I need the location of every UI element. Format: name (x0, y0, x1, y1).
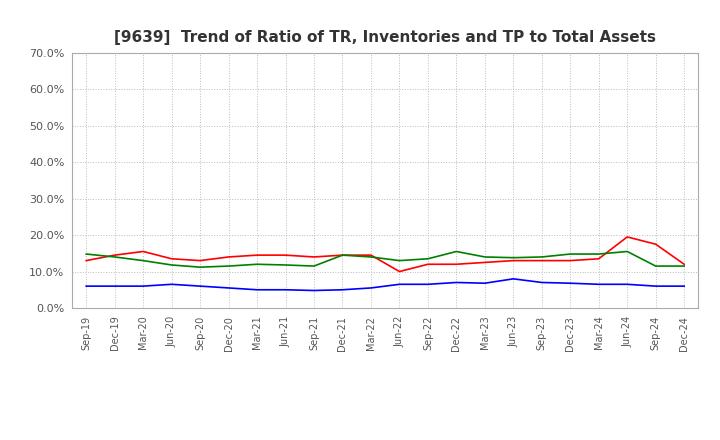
Trade Receivables (537, 258, 546, 263)
Trade Receivables (623, 234, 631, 239)
Inventories (395, 282, 404, 287)
Trade Payables (310, 264, 318, 269)
Trade Receivables (110, 253, 119, 258)
Trade Payables (623, 249, 631, 254)
Line: Trade Receivables: Trade Receivables (86, 237, 684, 271)
Trade Receivables (282, 253, 290, 258)
Trade Receivables (167, 256, 176, 261)
Inventories (623, 282, 631, 287)
Trade Receivables (680, 262, 688, 267)
Inventories (366, 285, 375, 290)
Trade Receivables (480, 260, 489, 265)
Trade Payables (395, 258, 404, 263)
Inventories (680, 283, 688, 289)
Trade Payables (338, 253, 347, 258)
Line: Inventories: Inventories (86, 279, 684, 290)
Inventories (196, 283, 204, 289)
Trade Receivables (253, 253, 261, 258)
Inventories (652, 283, 660, 289)
Title: [9639]  Trend of Ratio of TR, Inventories and TP to Total Assets: [9639] Trend of Ratio of TR, Inventories… (114, 29, 656, 45)
Trade Receivables (423, 262, 432, 267)
Trade Receivables (82, 258, 91, 263)
Trade Payables (652, 264, 660, 269)
Inventories (338, 287, 347, 293)
Inventories (253, 287, 261, 293)
Trade Payables (423, 256, 432, 261)
Trade Payables (139, 258, 148, 263)
Trade Payables (110, 254, 119, 260)
Trade Receivables (196, 258, 204, 263)
Trade Receivables (338, 253, 347, 258)
Trade Payables (196, 264, 204, 270)
Trade Payables (480, 254, 489, 260)
Inventories (139, 283, 148, 289)
Inventories (110, 283, 119, 289)
Trade Receivables (366, 253, 375, 258)
Inventories (595, 282, 603, 287)
Inventories (225, 285, 233, 290)
Inventories (480, 281, 489, 286)
Inventories (452, 280, 461, 285)
Inventories (566, 281, 575, 286)
Trade Payables (253, 262, 261, 267)
Trade Receivables (652, 242, 660, 247)
Trade Receivables (139, 249, 148, 254)
Trade Payables (595, 251, 603, 257)
Trade Receivables (310, 254, 318, 260)
Inventories (509, 276, 518, 282)
Inventories (82, 283, 91, 289)
Trade Payables (366, 254, 375, 260)
Trade Receivables (452, 262, 461, 267)
Trade Payables (680, 264, 688, 269)
Trade Receivables (225, 254, 233, 260)
Trade Payables (225, 264, 233, 269)
Trade Receivables (566, 258, 575, 263)
Inventories (423, 282, 432, 287)
Trade Payables (566, 251, 575, 257)
Inventories (282, 287, 290, 293)
Trade Receivables (509, 258, 518, 263)
Line: Trade Payables: Trade Payables (86, 252, 684, 267)
Inventories (310, 288, 318, 293)
Trade Receivables (595, 256, 603, 261)
Trade Payables (167, 262, 176, 268)
Trade Payables (282, 262, 290, 268)
Inventories (537, 280, 546, 285)
Trade Payables (82, 251, 91, 257)
Inventories (167, 282, 176, 287)
Trade Payables (537, 254, 546, 260)
Trade Payables (452, 249, 461, 254)
Trade Receivables (395, 269, 404, 274)
Trade Payables (509, 255, 518, 260)
